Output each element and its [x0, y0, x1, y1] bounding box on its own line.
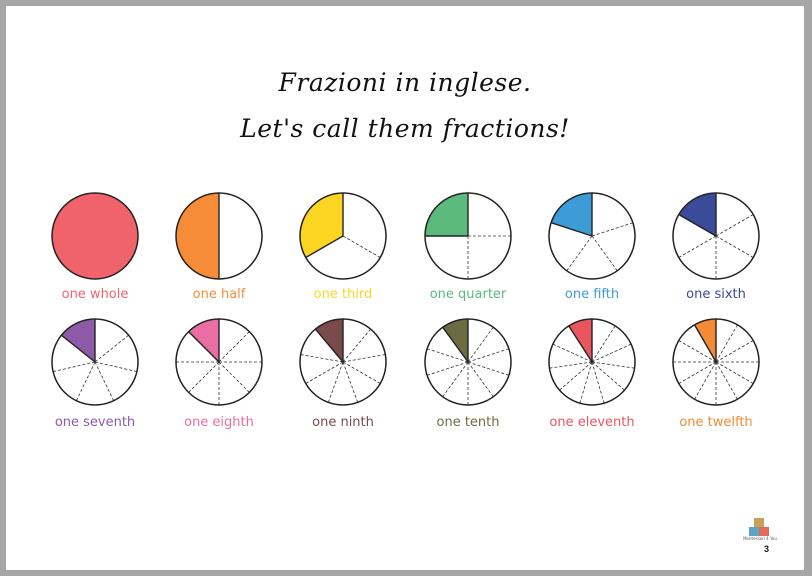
division-line — [591, 361, 625, 391]
division-line — [426, 361, 469, 376]
filled-slice — [300, 193, 343, 258]
filled-slice — [551, 193, 592, 236]
fraction-circle-7 — [51, 318, 139, 406]
fraction-label-1: one whole — [62, 287, 129, 302]
filled-slice — [52, 193, 138, 279]
division-line — [426, 348, 469, 363]
division-line — [552, 343, 593, 363]
title-line-1: Frazioni in inglese. — [278, 68, 532, 97]
division-line — [342, 361, 359, 403]
fraction-circle-11 — [548, 318, 636, 406]
fractions-grid: one whole one half one third one quarter one… — [51, 192, 760, 430]
fraction-circle-2 — [175, 192, 263, 280]
division-line — [467, 326, 494, 363]
division-line — [327, 361, 344, 403]
logo-text: Montessori 4 You — [743, 536, 777, 541]
division-line — [300, 354, 344, 363]
division-line — [694, 361, 717, 400]
fraction-label-10: one tenth — [437, 415, 500, 430]
division-line — [75, 361, 96, 401]
filled-slice — [442, 319, 468, 362]
fraction-circle-6 — [672, 192, 760, 280]
division-line — [549, 361, 593, 369]
division-line — [342, 354, 386, 363]
division-line — [591, 222, 634, 237]
fraction-circle-12 — [672, 318, 760, 406]
division-line — [188, 361, 220, 393]
fraction-circle-10 — [424, 318, 512, 406]
filled-slice — [176, 193, 219, 279]
division-line — [467, 361, 494, 398]
fraction-label-9: one ninth — [312, 415, 374, 430]
division-line — [218, 331, 250, 363]
division-line — [715, 214, 754, 237]
division-line — [342, 328, 371, 363]
division-line — [591, 235, 618, 272]
division-line — [579, 361, 593, 404]
division-line — [94, 334, 129, 363]
division-line — [566, 235, 593, 272]
division-line — [591, 361, 635, 369]
division-line — [715, 324, 738, 363]
division-line — [305, 361, 344, 384]
fraction-label-7: one seventh — [55, 415, 135, 430]
division-line — [342, 235, 381, 258]
stacked-blocks-logo-icon — [749, 518, 769, 536]
fraction-label-12: one twelfth — [679, 415, 752, 430]
fraction-label-5: one fifth — [565, 287, 619, 302]
division-line — [52, 361, 96, 372]
fraction-label-8: one eighth — [184, 415, 254, 430]
fraction-circle-4 — [424, 192, 512, 280]
division-line — [591, 361, 605, 404]
division-line — [715, 361, 754, 384]
fraction-circle-9 — [299, 318, 387, 406]
page-number: 3 — [764, 544, 770, 554]
filled-slice — [425, 193, 468, 236]
fraction-label-6: one sixth — [686, 287, 746, 302]
filled-slice — [315, 319, 343, 362]
division-line — [678, 235, 717, 258]
fraction-label-2: one half — [193, 287, 246, 302]
division-line — [442, 361, 469, 398]
worksheet-page: Frazioni in inglese. Let's call them fra… — [6, 6, 804, 570]
division-line — [218, 361, 250, 393]
division-line — [591, 325, 616, 363]
fraction-label-3: one third — [314, 287, 373, 302]
division-line — [467, 361, 510, 376]
fraction-label-11: one eleventh — [549, 415, 634, 430]
fraction-circle-3 — [299, 192, 387, 280]
fraction-circle-5 — [548, 192, 636, 280]
division-line — [678, 361, 717, 384]
division-line — [559, 361, 593, 391]
division-line — [715, 361, 738, 400]
division-line — [342, 361, 381, 384]
fraction-circle-8 — [175, 318, 263, 406]
division-line — [591, 343, 632, 363]
filled-slice — [568, 319, 592, 362]
fraction-label-4: one quarter — [430, 287, 507, 302]
title-line-2: Let's call them fractions! — [240, 114, 570, 143]
division-line — [467, 348, 510, 363]
filled-slice — [694, 319, 716, 362]
division-line — [678, 340, 717, 363]
fraction-circle-1 — [51, 192, 139, 280]
filled-slice — [61, 319, 95, 362]
division-line — [715, 235, 754, 258]
division-line — [94, 361, 115, 401]
division-line — [94, 361, 138, 372]
filled-slice — [188, 319, 219, 362]
division-line — [715, 340, 754, 363]
